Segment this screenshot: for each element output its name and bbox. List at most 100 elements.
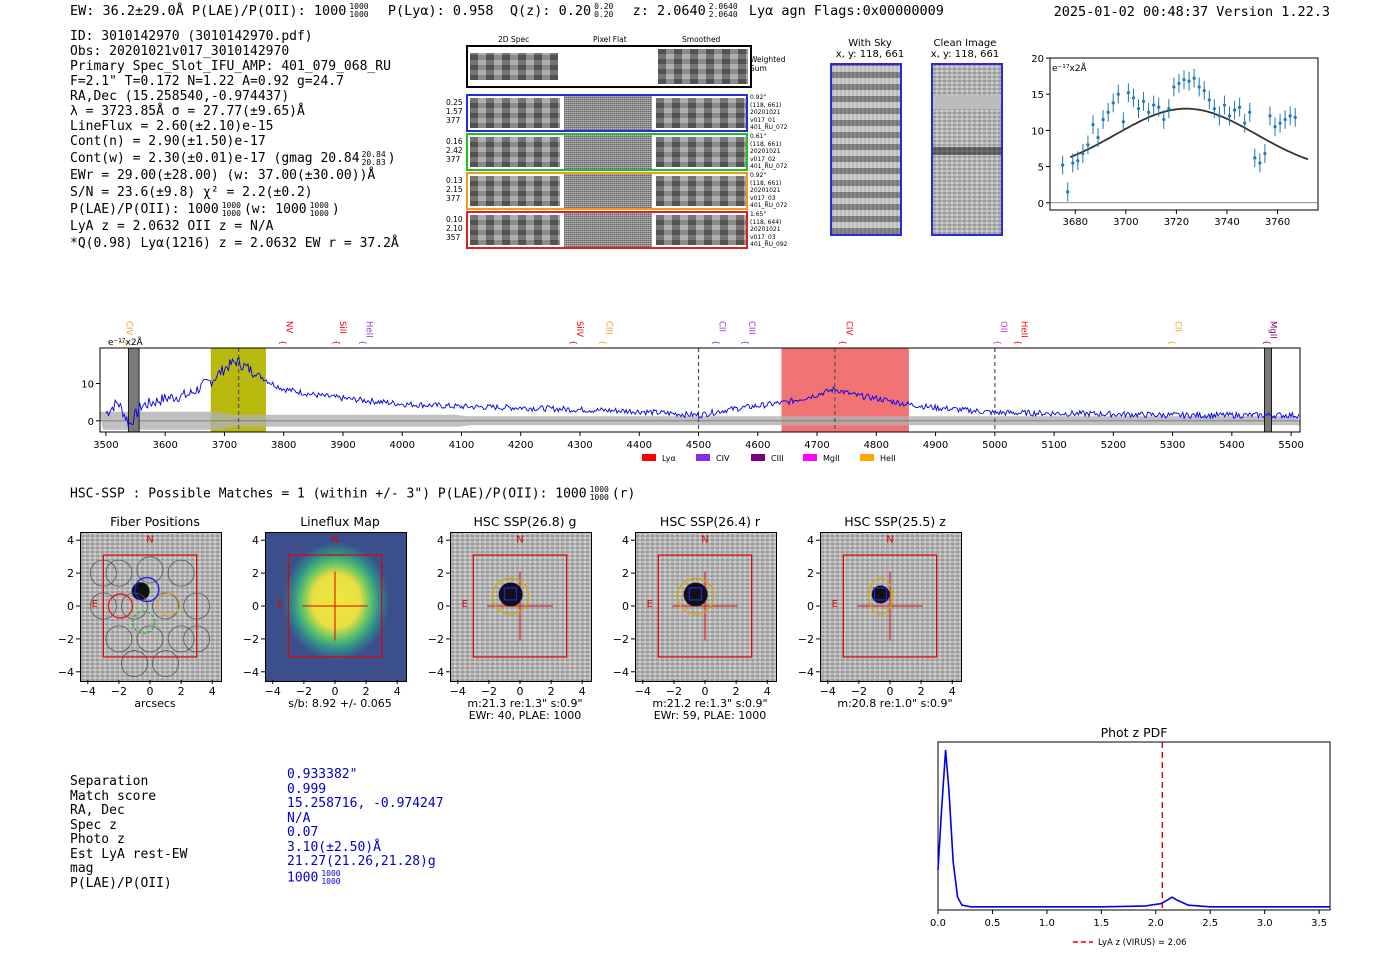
match-value: 3.10(±2.50)Å: [287, 839, 381, 855]
info-gmag-bot: 20.83: [361, 157, 386, 167]
x-tick-label: 5200: [1101, 440, 1126, 451]
x-tick-label: 4500: [686, 440, 711, 451]
emission-line-mark: {: [119, 340, 128, 345]
compass-e-label: E: [832, 599, 838, 610]
info-line: LineFlux = 2.60(±2.10)e-15: [70, 119, 274, 134]
data-point: [1152, 103, 1156, 107]
col-title-2dspec: 2D Spec: [498, 35, 530, 44]
cutout-smoothed: [656, 215, 746, 245]
y-tick-label: 0: [67, 600, 74, 613]
fit-unit-label: e⁻¹⁷x2Å: [1052, 62, 1088, 74]
x-tick-label: −2: [111, 685, 127, 698]
legend-label: CIII: [771, 454, 784, 463]
info-line: F=2.1" T=0.172 N=1.22 A=0.92 g=24.7: [70, 74, 344, 89]
cutout-left-val: 377: [446, 155, 461, 164]
x-tick-label: 4: [949, 685, 956, 698]
x-tick-label: −4: [265, 685, 281, 698]
cutout-right-val: 401_RU_072: [750, 163, 788, 170]
x-tick-label: 4: [764, 685, 771, 698]
with-sky-title: With Sky x, y: 118, 661: [820, 38, 920, 60]
cutout-left-val: 377: [446, 194, 461, 203]
clean-image-title: Clean Image x, y: 118, 661: [915, 38, 1015, 60]
data-point: [1207, 98, 1211, 102]
hsc-panel-title: Lineflux Map: [300, 514, 380, 529]
match-table-labels: Separation Match score RA, Dec Spec z Ph…: [70, 774, 187, 891]
hsc-panel-title: HSC SSP(26.4) r: [659, 514, 761, 529]
col-title-smoothed: Smoothed: [682, 35, 721, 44]
x-tick-label: 2.0: [1148, 918, 1164, 929]
info-line: Cont(w) = 2.30(±0.01)e-17 (gmag 20.84: [70, 151, 360, 166]
emission-line-label: OII: [998, 321, 1008, 333]
fiber-circle: [167, 559, 195, 587]
cutout-row: [466, 211, 748, 249]
info-line: P(LAE)/P(OII): 1000: [70, 202, 219, 217]
y-tick-label: 4: [807, 534, 814, 547]
x-tick-label: 2: [178, 685, 185, 698]
data-point: [1091, 122, 1095, 127]
y-tick-label: 2: [807, 567, 814, 580]
aperture-box: [842, 554, 938, 658]
match-box: [873, 587, 888, 601]
info-line: S/N = 23.6(±9.8) χ² = 2.2(±0.2): [70, 185, 313, 200]
y-tick-label: 4: [67, 534, 74, 547]
cutout-pixelflat: [564, 96, 652, 130]
legend-label: CIV: [716, 454, 730, 463]
x-tick-label: 4: [579, 685, 586, 698]
hsc-summary-top: 1000: [589, 485, 609, 494]
data-point: [1076, 159, 1080, 163]
cutout-left-val: 0.10: [446, 215, 463, 224]
info-line: RA,Dec (15.258540,-0.974437): [70, 89, 290, 104]
y-tick-label: 0: [622, 600, 629, 613]
info-line: EWr = 29.00(±28.00) (w: 37.00(±30.00))Å: [70, 168, 376, 183]
header-frac-top: 1000: [349, 2, 369, 11]
cutout-left-val: 0.25: [446, 98, 463, 107]
cutout-right-val: 20201021: [750, 226, 781, 233]
x-tick-label: 0: [147, 685, 154, 698]
cutout-right-val: 1.65": [750, 211, 767, 218]
compass-e-label: E: [92, 599, 98, 610]
data-point: [1141, 99, 1146, 104]
x-tick-label: 4000: [389, 440, 414, 451]
cutout-right-val: 20201021: [750, 109, 781, 116]
cutout-right-val: (118, 661): [750, 140, 782, 148]
x-tick-label: −4: [80, 685, 96, 698]
emission-line-mark: {: [279, 340, 288, 345]
cutout-left-val: 2.10: [446, 224, 463, 233]
data-point: [1177, 81, 1181, 85]
hsc-summary: HSC-SSP : Possible Matches = 1 (within +…: [70, 486, 635, 502]
header-z-bot: 2.0640: [708, 10, 738, 19]
clean-image: [931, 63, 1003, 236]
data-point: [1212, 107, 1216, 111]
info-plae-w: (w: 1000: [243, 202, 307, 217]
hsc-panel-xlabel: m:21.2 re:1.3" s:0.9": [652, 697, 768, 710]
emission-line-mark: {: [569, 340, 578, 345]
cutout-row-left-label: 0.25 1.57 377: [446, 98, 463, 125]
emission-line-label: CIII: [746, 321, 756, 334]
cutout-smoothed: [656, 98, 746, 128]
x-tick-label: 3600: [152, 440, 177, 451]
header-qz-bot: 0.20: [594, 10, 614, 19]
cutout-smoothed: [656, 137, 746, 167]
match-label: Match score: [70, 788, 157, 804]
match-label: Separation: [70, 774, 149, 789]
data-point: [1258, 161, 1262, 165]
x-tick-label: 3900: [330, 440, 355, 451]
x-tick-label: 3680: [1063, 217, 1088, 228]
y-tick-label: −4: [243, 666, 259, 679]
x-tick-label: −2: [481, 685, 497, 698]
emission-line-mark: {: [599, 340, 608, 345]
header-ew: EW: 36.2±29.0Å P(LAE)/P(OII): 1000: [70, 3, 347, 19]
plot-frame: [937, 741, 1331, 911]
cutout-right-val: (118, 661): [750, 179, 782, 187]
cutout-right-val: v017_03: [750, 194, 776, 202]
info-line: Primary Spec_Slot_IFU_AMP: 401_079_068_R…: [70, 59, 391, 74]
data-point: [1187, 79, 1191, 83]
x-tick-label: 0: [517, 685, 524, 698]
col-title-pixelflat: Pixel Flat: [593, 35, 627, 44]
hsc-panel-image: [820, 532, 962, 682]
source-blob: [498, 582, 523, 607]
fiber-circle: [136, 556, 164, 584]
data-point: [1096, 136, 1100, 140]
source-blob: [871, 585, 890, 604]
emission-line-label: MgII: [1267, 321, 1277, 339]
